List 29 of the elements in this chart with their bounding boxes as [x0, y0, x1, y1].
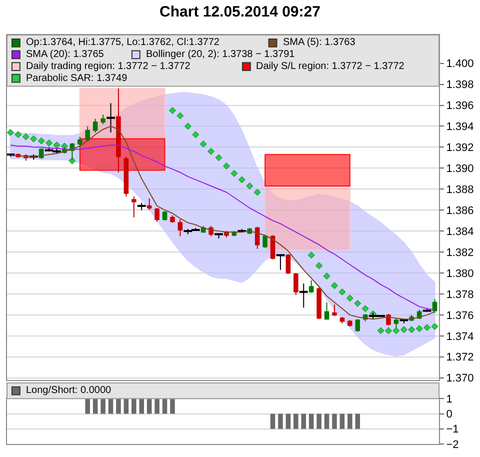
- legend-label: Daily S/L region: 1.3772 − 1.3772: [256, 61, 405, 72]
- y-tick-label: 1.390: [446, 163, 474, 175]
- y-tick-label: 1.374: [446, 330, 474, 343]
- y-tick-label: 1.376: [446, 310, 474, 322]
- y-tick-label: 1.382: [446, 246, 474, 259]
- legend-label: Op:1.3764, Hi:1.3775, Lo:1.3762, Cl:1.3772: [26, 37, 220, 48]
- y-tick-label: 1.396: [446, 100, 474, 112]
- y-tick-label: 1.388: [446, 184, 474, 196]
- legend-label: SMA (5): 1.3763: [283, 37, 356, 48]
- y-tick-label: 1.378: [446, 288, 474, 301]
- y-tick-label: 1.392: [446, 142, 474, 154]
- y-tick-label: 1.400: [446, 58, 474, 70]
- legend-label: Bollinger (20, 2): 1.3738 − 1.3791: [146, 49, 296, 60]
- y-tick-label: 1.372: [446, 352, 474, 364]
- legend-label: Parabolic SAR: 1.3749: [26, 73, 128, 84]
- y-tick-label: 1: [446, 394, 452, 406]
- y-tick-label: 1.398: [446, 79, 474, 92]
- y-tick-label: 1.394: [446, 121, 474, 134]
- y-tick-label: 1.380: [446, 268, 474, 280]
- legend-label: Long/Short: 0.0000: [26, 385, 112, 396]
- legend-label: Daily trading region: 1.3772 − 1.3772: [26, 61, 191, 72]
- y-tick-label: −2: [446, 438, 459, 451]
- chart-title: Chart 12.05.2014 09:27: [160, 4, 320, 20]
- y-tick-label: 1.384: [446, 226, 474, 238]
- y-tick-label: −1: [446, 424, 459, 436]
- y-tick-label: 1.370: [446, 372, 474, 385]
- y-tick-label: 0: [446, 408, 452, 421]
- y-tick-label: 1.386: [446, 204, 474, 217]
- legend-label: SMA (20): 1.3765: [26, 49, 104, 60]
